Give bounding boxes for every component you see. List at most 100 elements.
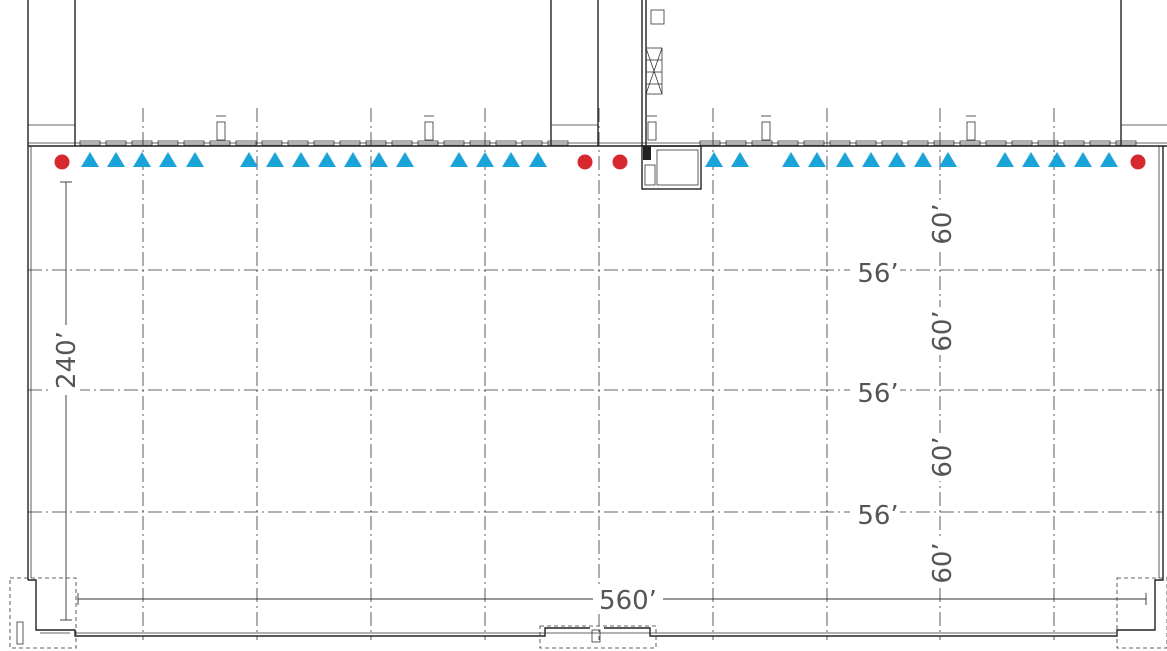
door-panel — [105, 140, 127, 146]
dock-door-panels — [79, 140, 1137, 146]
dimension-lines — [60, 181, 1147, 621]
door-panel — [829, 140, 851, 146]
door-panel — [261, 140, 283, 146]
ramp-icon — [761, 121, 771, 141]
drive-in-doors — [54, 154, 1146, 170]
dock-door-icon — [292, 152, 310, 167]
dock-doors — [81, 152, 1118, 167]
door-panel — [1063, 140, 1085, 146]
door-panel — [209, 140, 231, 146]
door-panel — [521, 140, 543, 146]
door-panel — [417, 140, 439, 146]
bay-spacing-y-label: 60’ — [928, 203, 958, 244]
office-fixture-icon — [643, 146, 651, 160]
bay-spacing-y-label: 60’ — [928, 542, 958, 583]
adjacent-buildings — [27, 0, 1167, 146]
entrance-door-icon — [16, 621, 24, 645]
dock-door-icon — [344, 152, 362, 167]
dock-door-icon — [888, 152, 906, 167]
drive-in-door-icon — [1130, 154, 1146, 170]
dock-door-icon — [450, 152, 468, 167]
door-panel — [1011, 140, 1033, 146]
door-panel — [777, 140, 799, 146]
door-panel — [803, 140, 825, 146]
dock-door-icon — [1074, 152, 1092, 167]
stair-icon — [645, 47, 663, 95]
building-outline — [9, 146, 1167, 649]
door-panel — [287, 140, 309, 146]
room-marker-icon — [650, 9, 665, 25]
door-panel — [751, 140, 773, 146]
dock-door-icon — [133, 152, 151, 167]
door-panel — [1115, 140, 1137, 146]
dock-door-icon — [529, 152, 547, 167]
drive-in-door-icon — [612, 154, 628, 170]
door-panel — [725, 140, 747, 146]
door-panel — [339, 140, 361, 146]
office-block — [641, 145, 702, 190]
dock-door-icon — [107, 152, 125, 167]
dock-door-icon — [836, 152, 854, 167]
dock-door-icon — [240, 152, 258, 167]
door-panel — [443, 140, 465, 146]
drive-in-door-icon — [577, 154, 593, 170]
ramp-icon — [216, 121, 226, 141]
entrance-door-icon — [591, 629, 601, 643]
ramp-icon — [966, 121, 976, 141]
dock-door-icon — [159, 152, 177, 167]
door-panel — [881, 140, 903, 146]
top-wall — [28, 142, 1167, 147]
drive-in-door-icon — [54, 154, 70, 170]
dock-door-icon — [318, 152, 336, 167]
door-panel — [959, 140, 981, 146]
bay-spacing-x-label: 56’ — [857, 501, 898, 531]
door-panel — [365, 140, 387, 146]
ramp-icon — [424, 121, 434, 141]
dock-door-icon — [476, 152, 494, 167]
dock-door-icon — [731, 152, 749, 167]
dock-door-icon — [1100, 152, 1118, 167]
dock-door-icon — [396, 152, 414, 167]
dock-door-icon — [939, 152, 957, 167]
column-grid — [28, 108, 1163, 640]
door-panel — [855, 140, 877, 146]
ramp-markers — [216, 115, 976, 141]
door-panel — [183, 140, 205, 146]
dock-door-icon — [862, 152, 880, 167]
door-panel — [1089, 140, 1111, 146]
overall-depth-label: 240’ — [52, 331, 82, 389]
door-panel — [79, 140, 101, 146]
door-panel — [131, 140, 153, 146]
door-panel — [391, 140, 413, 146]
door-panel — [907, 140, 929, 146]
dock-door-icon — [186, 152, 204, 167]
door-panel — [157, 140, 179, 146]
door-panel — [699, 140, 721, 146]
dock-door-icon — [266, 152, 284, 167]
dock-door-icon — [914, 152, 932, 167]
door-panel — [495, 140, 517, 146]
dock-door-icon — [705, 152, 723, 167]
dock-door-icon — [808, 152, 826, 167]
door-panel — [313, 140, 335, 146]
door-panel — [235, 140, 257, 146]
door-panel — [547, 140, 569, 146]
door-panel — [469, 140, 491, 146]
overall-width-label: 560’ — [599, 586, 657, 616]
dock-door-icon — [1022, 152, 1040, 167]
dock-door-icon — [996, 152, 1014, 167]
bay-spacing-x-label: 56’ — [857, 379, 898, 409]
ramp-icon — [647, 121, 657, 141]
door-panel — [1037, 140, 1059, 146]
bay-spacing-x-label: 56’ — [857, 259, 898, 289]
door-panel — [985, 140, 1007, 146]
door-panel — [933, 140, 955, 146]
bay-spacing-y-label: 60’ — [928, 310, 958, 351]
dock-door-icon — [81, 152, 99, 167]
dock-door-icon — [502, 152, 520, 167]
dock-door-icon — [1048, 152, 1066, 167]
dock-door-icon — [370, 152, 388, 167]
bay-spacing-y-label: 60’ — [928, 436, 958, 477]
dock-door-icon — [782, 152, 800, 167]
